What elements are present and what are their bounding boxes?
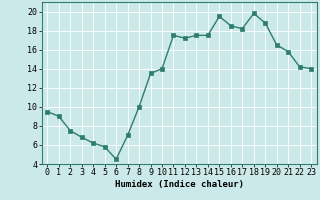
X-axis label: Humidex (Indice chaleur): Humidex (Indice chaleur): [115, 180, 244, 189]
